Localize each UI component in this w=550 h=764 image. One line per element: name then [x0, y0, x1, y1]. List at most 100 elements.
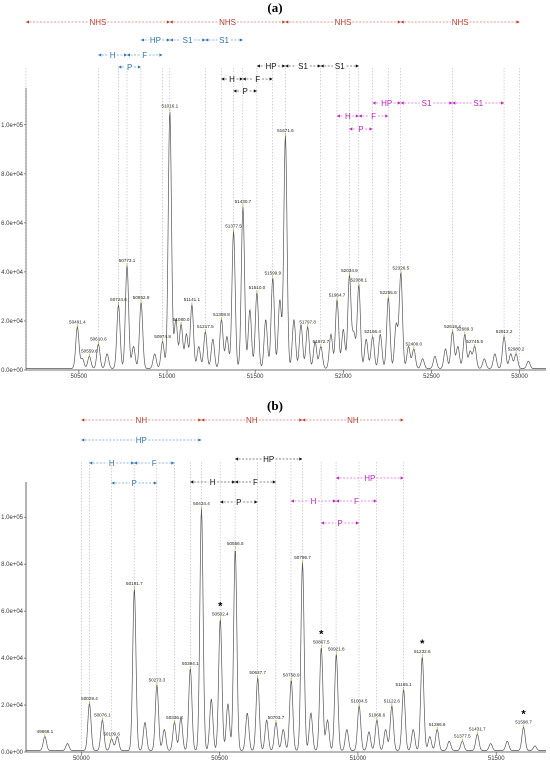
arrow-head: [198, 438, 202, 442]
arrow-head: [358, 114, 362, 118]
peak-label: 50559.6: [81, 349, 98, 354]
y-tick-label: 6.0e+04: [1, 609, 24, 615]
range-label: P: [337, 519, 342, 528]
x-tick-label: 53000: [511, 374, 528, 380]
arrow-head: [166, 38, 170, 42]
peak-label: 50336.8: [166, 715, 183, 720]
arrow-head: [153, 481, 157, 485]
arrow-head: [355, 64, 359, 68]
arrow-head: [299, 418, 303, 422]
peak-label: 50076.1: [94, 712, 111, 717]
peak-label: 51431.7: [469, 727, 486, 732]
peak-label: 51165.1: [395, 682, 412, 687]
range-label: NH: [136, 416, 148, 425]
panel-a-spectrum: (a) 0.0e+00 2.0e+04 4.0e+04 6.0e+04 8.0e+04 1.…: [1, 0, 546, 380]
range-label: NHS: [219, 18, 236, 27]
peak-label: 50434.4: [193, 501, 210, 506]
range-label: S1: [183, 36, 193, 45]
peak-label: 51377.5: [454, 734, 471, 739]
range-label: S1: [473, 99, 483, 108]
peak-label: 51671.6: [277, 128, 294, 133]
arrow-head: [290, 499, 294, 503]
arrow-head: [355, 114, 359, 118]
y-tick-label: 4.0e+04: [1, 656, 24, 662]
peak-label: 52912.2: [496, 329, 513, 334]
arrow-head: [254, 500, 258, 504]
peak-label: 51122.6: [384, 698, 401, 703]
x-tick-label: 50500: [71, 374, 88, 380]
range-label: F: [152, 459, 157, 468]
arrow-head: [118, 65, 122, 69]
peak-label: 52166.4: [364, 329, 381, 334]
arrow-head: [397, 20, 401, 24]
arrow-head: [385, 114, 389, 118]
arrow-head: [400, 101, 404, 105]
range-label: F: [142, 51, 147, 60]
peak-label: 52088.1: [351, 278, 368, 283]
arrow-head: [452, 101, 456, 105]
range-label: P: [131, 479, 136, 488]
arrow-head: [235, 480, 239, 484]
range-label: F: [354, 497, 359, 506]
peak-label: 50502.4: [212, 612, 229, 617]
arrow-head: [140, 38, 144, 42]
arrow-head: [171, 461, 175, 465]
arrow-head: [400, 476, 404, 480]
arrow-head: [516, 20, 520, 24]
arrow-head: [253, 89, 257, 93]
y-tick-label: 1.0e+05: [1, 123, 24, 129]
arrow-head: [198, 418, 202, 422]
arrow-head: [232, 480, 236, 484]
arrow-head: [131, 461, 135, 465]
range-label: F: [371, 112, 376, 121]
range-label: H: [311, 497, 317, 506]
range-label: NHS: [335, 18, 352, 27]
peak-label: 51598.7: [515, 720, 532, 725]
arrow-head: [372, 101, 376, 105]
peak-label: 52326.5: [393, 265, 410, 270]
peak-label: 51510.0: [249, 285, 266, 290]
peak-label: 52980.2: [508, 346, 525, 351]
peak-label: 50974.8: [154, 334, 171, 339]
arrow-head: [159, 53, 163, 57]
peak-label: 51286.6: [429, 722, 446, 727]
arrow-head: [169, 20, 173, 24]
arrow-head: [373, 499, 377, 503]
range-label: H: [210, 478, 216, 487]
peak-label: 50556.5: [227, 541, 244, 546]
peak-label: 51016.1: [162, 104, 179, 109]
arrow-head: [336, 114, 340, 118]
star-marker: *: [420, 638, 425, 650]
arrow-head: [239, 38, 243, 42]
peak-label: 50867.5: [313, 640, 330, 645]
peak-label: 50758.9: [283, 673, 300, 678]
arrow-head: [124, 53, 128, 57]
arrow-head: [220, 500, 224, 504]
peak-label: 51308.8: [213, 312, 230, 317]
peak-label: 51872.7: [313, 339, 330, 344]
y-tick-label: 0.0e+00: [1, 750, 24, 756]
peak-label: 50191.7: [126, 581, 143, 586]
peak-label: 51068.6: [369, 712, 386, 717]
peak-label: 50703.7: [268, 715, 285, 720]
arrow-head: [111, 481, 115, 485]
arrow-head: [336, 476, 340, 480]
y-tick-label: 1.0e+05: [1, 515, 24, 521]
arrow-head: [333, 499, 337, 503]
peak-label: 51217.5: [197, 324, 214, 329]
y-tick-label: 8.0e+04: [1, 172, 24, 178]
x-tick-label: 51500: [247, 374, 264, 380]
peak-label: 51599.9: [264, 270, 281, 275]
x-tick-label: 52500: [423, 374, 440, 380]
arrow-head: [190, 480, 194, 484]
y-tick-label: 6.0e+04: [1, 221, 24, 227]
peak-label: 49868.1: [37, 729, 54, 734]
range-label: H: [110, 51, 116, 60]
peak-label: 50273.3: [149, 677, 166, 682]
range-label: H: [345, 112, 351, 121]
range-label: S1: [219, 36, 229, 45]
range-label: P: [243, 87, 248, 96]
arrow-head: [134, 461, 138, 465]
arrow-head: [285, 20, 289, 24]
